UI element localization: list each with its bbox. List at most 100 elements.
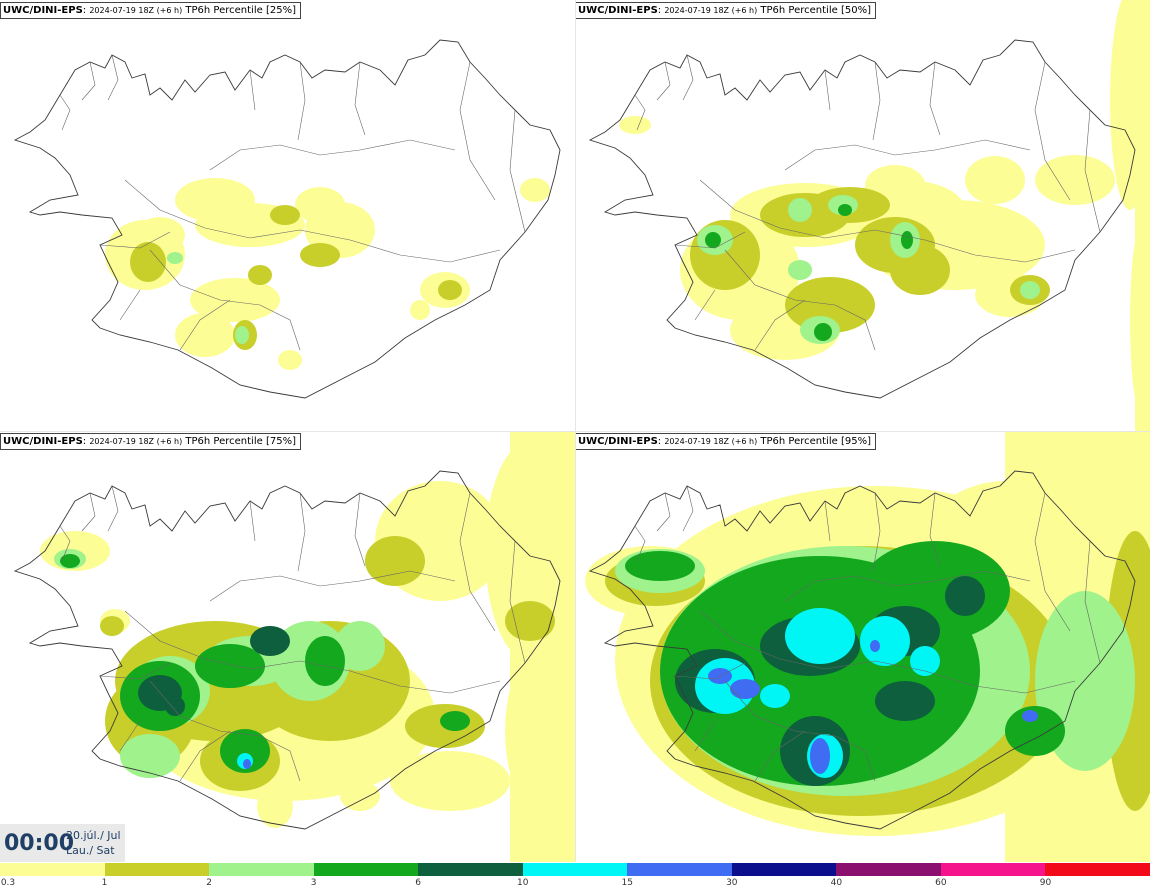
boundary-line bbox=[1034, 61, 1101, 233]
precip-area bbox=[300, 243, 340, 267]
panel-title: UWC/DINI-EPS: 2024-07-19 18Z (+6 h) TP6h… bbox=[575, 2, 876, 19]
precip-area bbox=[910, 646, 940, 676]
precip-area bbox=[165, 696, 185, 716]
coastline bbox=[588, 39, 1136, 399]
precip-area bbox=[1005, 706, 1065, 756]
precip-area bbox=[410, 300, 430, 320]
coastline bbox=[13, 39, 561, 399]
precip-area bbox=[814, 323, 832, 341]
boundary-line bbox=[249, 61, 366, 141]
map-panel-p25: UWC/DINI-EPS: 2024-07-19 18Z (+6 h) TP6h… bbox=[0, 0, 575, 431]
precip-area bbox=[365, 536, 425, 586]
model-run: 2024-07-19 18Z (+6 h) bbox=[664, 437, 758, 446]
precip-area bbox=[257, 784, 293, 828]
boundary-line bbox=[124, 179, 501, 263]
precip-area bbox=[248, 265, 272, 285]
legend-swatch bbox=[1045, 863, 1150, 876]
precip-area bbox=[340, 781, 380, 811]
model-source: UWC/DINI-EPS bbox=[578, 5, 658, 16]
panel-title: UWC/DINI-EPS: 2024-07-19 18Z (+6 h) TP6h… bbox=[0, 2, 301, 19]
valid-time: 00:00 bbox=[4, 831, 75, 856]
precip-area bbox=[705, 232, 721, 248]
legend-tick-label: 1 bbox=[101, 878, 108, 888]
map-panel-p75: UWC/DINI-EPS: 2024-07-19 18Z (+6 h) TP6h… bbox=[0, 431, 575, 862]
precip-area bbox=[901, 231, 913, 249]
map-panel-p50: UWC/DINI-EPS: 2024-07-19 18Z (+6 h) TP6h… bbox=[575, 0, 1150, 431]
legend-swatch bbox=[836, 863, 941, 876]
precip-area bbox=[965, 156, 1025, 204]
precip-area bbox=[120, 734, 180, 778]
legend-tick-label: 3 bbox=[310, 878, 317, 888]
legend-tick-label: 10 bbox=[516, 878, 529, 888]
precip-area bbox=[60, 554, 80, 568]
precip-area bbox=[100, 616, 124, 636]
precip-map bbox=[13, 431, 575, 862]
panel-title: UWC/DINI-EPS: 2024-07-19 18Z (+6 h) TP6h… bbox=[0, 433, 301, 450]
boundary-line bbox=[674, 231, 806, 351]
boundary-line bbox=[59, 54, 119, 131]
legend-swatch bbox=[313, 863, 419, 876]
precip-area bbox=[785, 277, 875, 333]
precip-area bbox=[278, 350, 302, 370]
precip-area bbox=[785, 608, 855, 664]
legend-tick-label: 2 bbox=[206, 878, 212, 888]
valid-time-box: 00:00 20.júl./ Jul Lau./ Sat bbox=[0, 824, 125, 862]
legend-swatch bbox=[940, 863, 1046, 876]
precip-area bbox=[619, 116, 651, 134]
precip-area bbox=[1110, 0, 1150, 210]
precip-area bbox=[243, 759, 251, 769]
boundary-line bbox=[459, 61, 526, 233]
precip-area bbox=[945, 576, 985, 616]
legend-tick-label: 60 bbox=[935, 878, 947, 888]
precip-area bbox=[438, 280, 462, 300]
precip-map bbox=[585, 431, 1150, 862]
boundary-line bbox=[249, 492, 366, 572]
precip-area bbox=[838, 204, 852, 216]
precip-area bbox=[810, 738, 830, 774]
precip-area bbox=[730, 679, 760, 699]
valid-date: 20.júl./ Jul bbox=[66, 829, 121, 842]
precip-area bbox=[1020, 281, 1040, 299]
precip-map bbox=[588, 0, 1150, 431]
precip-area bbox=[195, 644, 265, 688]
legend-swatch bbox=[104, 863, 210, 876]
model-run: 2024-07-19 18Z (+6 h) bbox=[89, 6, 183, 15]
product-label: TP6h Percentile [25%] bbox=[185, 5, 296, 16]
precip-area bbox=[167, 252, 183, 264]
coastline bbox=[588, 470, 1136, 830]
precip-area bbox=[440, 711, 470, 731]
boundary-line bbox=[784, 139, 1031, 171]
legend-tick-label: 6 bbox=[415, 878, 422, 888]
model-source: UWC/DINI-EPS bbox=[578, 436, 658, 447]
boundary-line bbox=[699, 610, 1076, 694]
legend-tick-label: 0.3 bbox=[0, 878, 16, 888]
legend-swatch bbox=[209, 863, 314, 876]
model-run: 2024-07-19 18Z (+6 h) bbox=[664, 6, 758, 15]
map-panel-p95: UWC/DINI-EPS: 2024-07-19 18Z (+6 h) TP6h… bbox=[575, 431, 1150, 862]
boundary-line bbox=[99, 231, 231, 351]
precip-area bbox=[505, 601, 555, 641]
legend-tick-label: 90 bbox=[1039, 878, 1052, 888]
legend-swatch bbox=[627, 863, 732, 876]
precip-area bbox=[788, 198, 812, 222]
boundary-line bbox=[824, 61, 941, 141]
precip-area bbox=[295, 187, 345, 223]
legend-bar bbox=[0, 863, 1150, 876]
precip-area bbox=[860, 616, 910, 666]
legend-swatch bbox=[731, 863, 837, 876]
precip-area bbox=[505, 651, 575, 811]
legend-swatch bbox=[418, 863, 523, 876]
panel-title: UWC/DINI-EPS: 2024-07-19 18Z (+6 h) TP6h… bbox=[575, 433, 876, 450]
product-label: TP6h Percentile [95%] bbox=[760, 436, 871, 447]
boundary-line bbox=[824, 492, 941, 572]
boundary-line bbox=[99, 662, 231, 782]
precip-area bbox=[335, 621, 385, 671]
precip-area bbox=[130, 242, 166, 282]
precip-area bbox=[220, 729, 270, 773]
boundary-line bbox=[724, 249, 876, 351]
precip-area bbox=[305, 636, 345, 686]
boundary-line bbox=[724, 680, 876, 782]
boundary-line bbox=[699, 179, 1076, 263]
boundary-line bbox=[209, 570, 456, 602]
legend-swatch bbox=[522, 863, 628, 876]
